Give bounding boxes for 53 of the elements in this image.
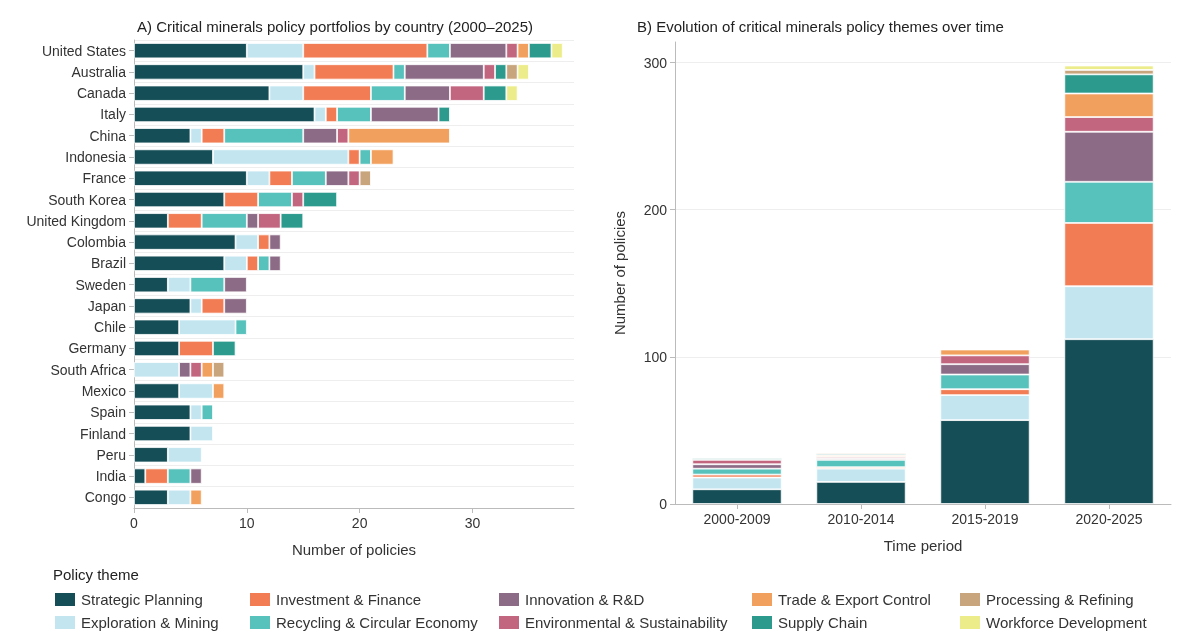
y-tick-label: 0 xyxy=(659,496,668,512)
x-axis-title: Time period xyxy=(883,537,963,554)
x-tick-label: 0 xyxy=(130,515,139,531)
y-tick-label: Australia xyxy=(71,63,127,80)
legend-label: Environmental & Sustainability xyxy=(525,614,729,631)
x-tick-label: 2010-2014 xyxy=(827,511,895,527)
y-tick-label: Germany xyxy=(68,340,126,357)
y-tick-label: France xyxy=(82,170,127,187)
chart-title: A) Critical minerals policy portfolios by country (2000–2025) xyxy=(137,18,534,35)
bar xyxy=(816,459,906,468)
y-axis-title: Number of policies xyxy=(611,210,628,336)
y-tick-label: India xyxy=(95,468,127,485)
y-tick-label: 200 xyxy=(643,201,668,218)
legend-label: Processing & Refining xyxy=(986,591,1134,608)
y-tick-label: Spain xyxy=(90,404,126,421)
y-tick-label: China xyxy=(89,127,127,144)
x-tick-label: 30 xyxy=(464,515,481,531)
legend-label: Strategic Planning xyxy=(81,591,203,608)
y-tick-label: 300 xyxy=(643,54,668,71)
y-tick-label: South Africa xyxy=(50,361,127,378)
y-tick-label: Mexico xyxy=(81,383,127,399)
legend-label: Supply Chain xyxy=(778,614,868,631)
x-tick-label: 2020-2025 xyxy=(1075,511,1143,527)
y-tick-label: Peru xyxy=(96,446,126,463)
y-tick-label: Italy xyxy=(100,106,126,123)
legend-label: Exploration & Mining xyxy=(81,614,219,631)
x-axis-title: Number of policies xyxy=(291,541,417,558)
y-tick-label: South Korea xyxy=(48,191,127,208)
legend-label: Trade & Export Control xyxy=(778,591,931,608)
legend-title: Policy theme xyxy=(53,566,139,583)
bar xyxy=(692,468,782,475)
chart-title: B) Evolution of critical minerals policy themes over time xyxy=(637,18,1004,35)
y-tick-label: Chile xyxy=(94,319,127,336)
y-tick-label: Finland xyxy=(80,425,126,442)
y-tick-label: Congo xyxy=(84,489,127,506)
x-tick-label: 20 xyxy=(351,515,368,531)
y-tick-label: Brazil xyxy=(90,255,126,272)
y-tick-label: United Kingdom xyxy=(26,212,126,229)
y-tick-label: Canada xyxy=(76,85,127,102)
x-tick-label: 2015-2019 xyxy=(951,511,1019,527)
legend-label: Recycling & Circular Economy xyxy=(276,614,479,631)
legend-label: Investment & Finance xyxy=(276,591,422,608)
y-tick-label: Indonesia xyxy=(65,149,127,165)
x-tick-label: 2000-2009 xyxy=(703,511,771,527)
y-tick-label: Sweden xyxy=(75,276,126,293)
legend-label: Workforce Development xyxy=(986,614,1148,631)
x-tick-label: 10 xyxy=(239,515,255,531)
y-tick-label: 100 xyxy=(643,348,668,365)
legend-label: Innovation & R&D xyxy=(525,591,645,608)
y-tick-label: United States xyxy=(41,42,126,59)
y-tick-label: Japan xyxy=(87,297,126,314)
bar xyxy=(692,459,782,465)
y-tick-label: Colombia xyxy=(66,234,127,251)
